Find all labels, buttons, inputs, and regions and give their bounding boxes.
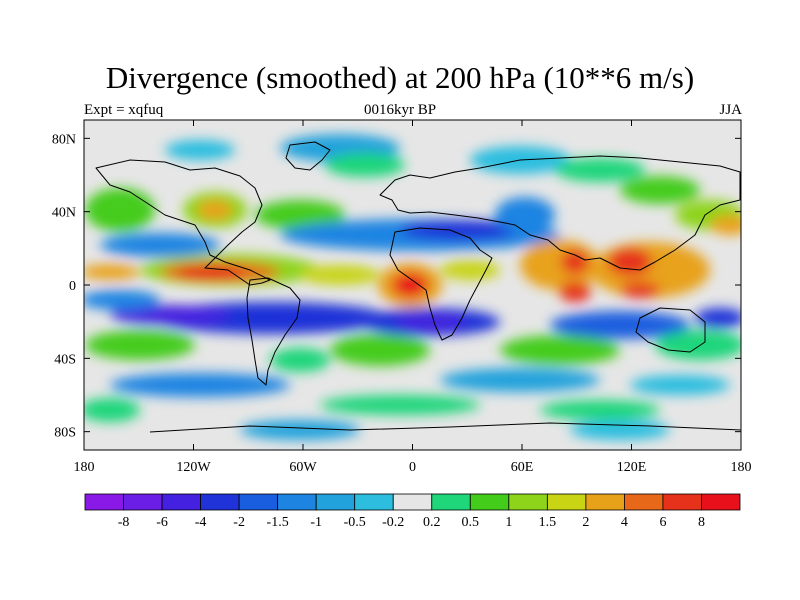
- colorbar-label: -2: [233, 515, 245, 530]
- colorbar-swatch: [354, 493, 394, 511]
- colorbar-swatch: [701, 493, 741, 511]
- colorbar-swatch: [508, 493, 548, 511]
- lat-tick-label: 80N: [52, 132, 76, 147]
- colorbar-swatch: [585, 493, 625, 511]
- lat-tick-label: 40S: [54, 352, 76, 367]
- colorbar-label: -6: [156, 515, 168, 530]
- divergence-field: [84, 120, 741, 450]
- colorbar-label: -0.5: [344, 515, 366, 530]
- colorbar-label: 2: [582, 515, 589, 530]
- colorbar-label: -1.5: [267, 515, 289, 530]
- map-title: Divergence (smoothed) at 200 hPa (10**6 …: [105, 60, 695, 95]
- colorbar-swatch: [392, 493, 433, 511]
- colorbar-swatch: [662, 493, 702, 511]
- period-label: 0016kyr BP: [363, 102, 437, 118]
- colorbar-label: 4: [621, 515, 628, 530]
- colorbar-label: 8: [698, 515, 705, 530]
- colorbar-swatch: [624, 493, 664, 511]
- colorbar-swatch: [84, 493, 124, 511]
- colorbar-label: 1.5: [539, 515, 557, 530]
- colorbar-swatch: [469, 493, 510, 511]
- lon-tick-label: 60E: [511, 460, 534, 475]
- lat-tick-label: 40N: [52, 206, 76, 221]
- coastlines: [95, 141, 741, 433]
- colorbar-label: 6: [659, 515, 666, 530]
- colorbar: -8 -6 -4 -2 -1.5 -1 -0.5 -0.2 0.2 0.5 1 1.5 2 4 6 8: [84, 493, 741, 530]
- colorbar-swatch: [161, 493, 201, 511]
- colorbar-swatch: [238, 493, 279, 511]
- lon-tick-label: 0: [409, 460, 416, 475]
- colorbar-label: -4: [195, 515, 207, 530]
- colorbar-swatch: [546, 493, 587, 511]
- lat-tick-label: 80S: [54, 426, 76, 441]
- colorbar-label: -0.2: [382, 515, 404, 530]
- colorbar-swatch: [315, 493, 356, 511]
- longitude-axis: 180 120W 60W 0 60E 120E 180: [74, 120, 752, 475]
- lon-tick-label: 120W: [176, 460, 211, 475]
- colorbar-label: -1: [310, 515, 322, 530]
- lat-tick-label: 0: [69, 279, 76, 294]
- colorbar-swatch: [277, 493, 317, 511]
- colorbar-label: 1: [505, 515, 512, 530]
- colorbar-label: -8: [118, 515, 130, 530]
- experiment-label: Expt = xqfuq: [84, 102, 164, 118]
- colorbar-label: 0.2: [423, 515, 441, 530]
- colorbar-swatch: [200, 493, 240, 511]
- lon-tick-label: 60W: [289, 460, 317, 475]
- colorbar-swatch: [123, 493, 163, 511]
- lon-tick-label: 120E: [617, 460, 647, 475]
- colorbar-label: 0.5: [462, 515, 480, 530]
- colorbar-swatch: [431, 493, 471, 511]
- latitude-axis: 80N 40N 0 40S 80S: [52, 132, 741, 441]
- season-label: JJA: [719, 102, 742, 118]
- lon-tick-label: 180: [731, 460, 752, 475]
- lon-tick-label: 180: [74, 460, 95, 475]
